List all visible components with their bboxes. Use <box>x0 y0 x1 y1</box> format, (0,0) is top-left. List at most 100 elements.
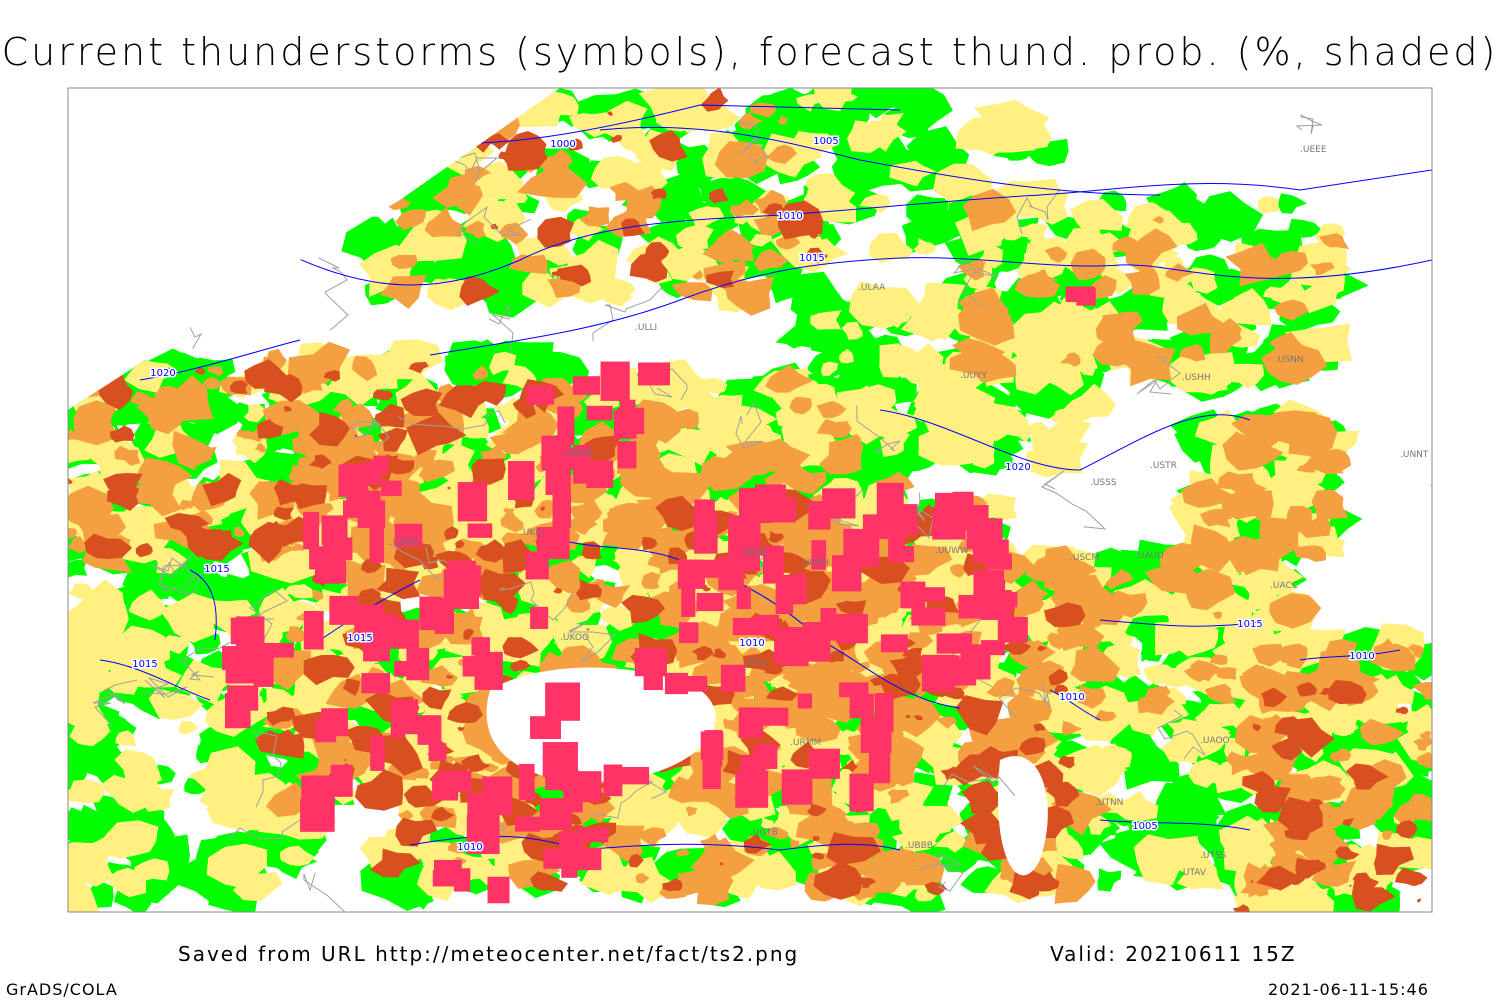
thunderstorm-symbol <box>687 675 708 692</box>
probability-area <box>1219 288 1272 326</box>
probability-area <box>1262 286 1289 300</box>
thunderstorm-symbol <box>934 492 969 509</box>
probability-area <box>1221 490 1274 520</box>
station-label: .UKOO <box>560 633 589 643</box>
thunderstorm-symbol <box>543 848 562 869</box>
station-label: .URMM <box>790 738 821 748</box>
thunderstorm-symbol <box>545 682 581 721</box>
valid-time-text: Valid: 20210611 15Z <box>1050 942 1297 966</box>
thunderstorm-symbol <box>822 488 856 519</box>
probability-area <box>933 163 994 203</box>
station-label: .UUYY <box>960 371 988 381</box>
isobar-label: 1015 <box>799 253 824 264</box>
thunderstorm-symbol <box>678 622 699 644</box>
probability-area <box>879 343 926 378</box>
thunderstorm-symbol <box>227 685 259 711</box>
thunderstorm-symbol <box>880 634 908 653</box>
thunderstorm-symbol <box>980 518 1003 548</box>
probability-area <box>243 403 265 423</box>
probability-area <box>206 843 268 889</box>
probability-area <box>868 232 913 263</box>
probability-area <box>660 246 702 281</box>
isobar-label: 1005 <box>1132 821 1157 832</box>
thunderstorm-symbol <box>911 607 946 626</box>
isobar-label: 1005 <box>813 136 838 147</box>
isobar-label: 1020 <box>150 368 175 379</box>
thunderstorm-symbol <box>434 597 455 634</box>
probability-area <box>198 599 257 635</box>
thunderstorm-symbol <box>941 512 962 539</box>
thunderstorm-symbol <box>225 654 260 684</box>
isobar-label: 1015 <box>132 659 157 670</box>
probability-area <box>68 871 88 888</box>
probability-area <box>841 321 863 340</box>
probability-area <box>998 353 1063 395</box>
station-label: .USNN <box>1275 355 1304 365</box>
probability-area <box>522 272 572 308</box>
thunderstorm-symbol <box>986 579 1006 598</box>
thunderstorm-symbol <box>735 771 769 808</box>
probability-area <box>294 678 328 710</box>
probability-area <box>128 589 166 621</box>
station-label: .UNNT <box>1400 450 1429 460</box>
thunderstorm-symbol <box>406 647 430 681</box>
probability-area <box>1175 222 1198 245</box>
thunderstorm-symbol <box>542 742 578 777</box>
station-label: .URSS <box>740 658 767 668</box>
thunderstorm-symbol <box>338 464 369 497</box>
thunderstorm-symbol <box>736 587 751 610</box>
thunderstorm-symbol <box>718 556 744 591</box>
thunderstorm-symbol <box>997 616 1028 643</box>
isobar-label: 1015 <box>347 633 372 644</box>
probability-area <box>675 224 714 251</box>
probability-area <box>83 439 146 481</box>
station-label: .ULLI <box>635 323 657 333</box>
thunderstorm-symbol <box>664 672 689 695</box>
thunderstorm-symbol <box>732 617 759 636</box>
probability-area <box>596 274 636 307</box>
probability-area <box>68 439 96 464</box>
isobar-label: 1010 <box>457 842 482 853</box>
thunderstorm-symbol <box>487 876 510 904</box>
probability-area <box>68 629 132 678</box>
thunderstorm-symbol <box>454 868 471 892</box>
thunderstorm-symbol <box>457 482 488 522</box>
station-label: .UTSS <box>1200 851 1227 861</box>
probability-area <box>570 216 605 242</box>
thunderstorm-symbol <box>467 523 493 538</box>
isobar-label: 1010 <box>777 211 802 222</box>
probability-area <box>1069 199 1124 233</box>
thunderstorm-symbol <box>775 574 794 614</box>
probability-area <box>849 281 920 329</box>
probability-area <box>859 193 891 214</box>
station-label: .UKKK <box>740 548 768 558</box>
probability-area <box>123 651 182 688</box>
thunderstorm-symbol <box>586 460 614 489</box>
probability-area <box>68 779 105 804</box>
probability-area <box>448 89 496 115</box>
station-label: .UUWW <box>935 546 969 556</box>
probability-area <box>266 462 299 489</box>
thunderstorm-symbol <box>620 399 636 421</box>
thunderstorm-symbol <box>791 574 807 605</box>
thunderstorm-symbol <box>539 798 573 831</box>
probability-area <box>178 720 199 735</box>
thunderstorm-symbol <box>720 664 746 692</box>
source-url-text: Saved from URL http://meteocenter.net/fa… <box>178 942 800 966</box>
thunderstorm-symbol <box>530 606 549 629</box>
thunderstorm-symbol <box>755 484 786 503</box>
station-label: .UNBB <box>1430 479 1459 489</box>
isobar-label: 1010 <box>1059 692 1084 703</box>
thunderstorm-symbol <box>530 716 561 739</box>
thunderstorm-symbol <box>526 385 555 405</box>
isobar-label: 1010 <box>739 638 764 649</box>
thunderstorm-symbol <box>754 743 778 769</box>
thunderstorm-symbol <box>738 707 763 739</box>
thunderstorm-symbol <box>482 776 513 816</box>
thunderstorm-symbol <box>417 715 442 745</box>
station-label: .UBBB <box>905 841 933 851</box>
probability-area <box>133 858 170 882</box>
probability-area <box>68 877 100 912</box>
probability-area <box>962 399 1030 442</box>
isobar-label: 1015 <box>1237 619 1262 630</box>
